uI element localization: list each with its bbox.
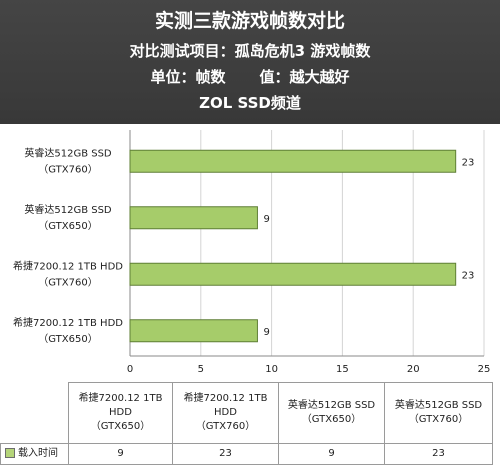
col-header-line: 希捷7200.12 1TB: [78, 393, 163, 404]
table-header-row: 希捷7200.12 1TB HDD （GTX650） 希捷7200.12 1TB…: [0, 382, 493, 444]
category-label: （GTX760）: [38, 163, 97, 175]
col-header-line: 希捷7200.12 1TB: [183, 393, 268, 404]
chart-subtitle: 对比测试项目：孤岛危机3 游戏帧数: [129, 42, 371, 60]
x-tick-label: 5: [198, 364, 204, 375]
table-cell: 9: [278, 443, 385, 465]
bar-value-label: 23: [462, 157, 475, 168]
category-label: （GTX650）: [38, 333, 97, 345]
table-cell: 9: [68, 443, 173, 465]
category-label: （GTX760）: [38, 276, 97, 288]
x-tick-label: 20: [407, 364, 420, 375]
legend-cell: 载入时间: [0, 443, 69, 465]
bar-value-label: 9: [263, 327, 269, 338]
table-col-header: 希捷7200.12 1TB HDD （GTX760）: [172, 382, 279, 444]
category-label: 英睿达512GB SSD: [24, 146, 112, 159]
x-tick-label: 10: [265, 364, 278, 375]
data-table: 希捷7200.12 1TB HDD （GTX650） 希捷7200.12 1TB…: [0, 382, 493, 465]
bar: [129, 206, 258, 230]
table-col-header: 英睿达512GB SSD （GTX650）: [278, 382, 385, 444]
col-header-line: 英睿达512GB SSD: [287, 400, 376, 411]
col-header-line: （GTX650）: [301, 414, 362, 425]
bar-value-label: 9: [263, 214, 269, 225]
x-tick-label: 0: [127, 364, 133, 375]
category-label: 希捷7200.12 1TB HDD: [13, 316, 123, 329]
table-cell: 23: [384, 443, 493, 465]
col-header-line: （GTX760）: [195, 421, 256, 432]
col-header-line: 英睿达512GB SSD: [394, 400, 483, 411]
chart-title: 实测三款游戏帧数对比: [154, 10, 345, 32]
plot-panel: 0 5 10 15 20 25 23 英睿达512GB SSD （GTX760） 9 英睿达512G…: [0, 124, 500, 382]
x-tick-label: 25: [478, 364, 491, 375]
bar-value-label: 23: [462, 270, 475, 281]
table-col-header: 英睿达512GB SSD （GTX760）: [384, 382, 493, 444]
col-header-line: HDD: [214, 407, 237, 418]
data-table-panel: 希捷7200.12 1TB HDD （GTX650） 希捷7200.12 1TB…: [0, 382, 500, 468]
bar: [129, 149, 457, 173]
unit-label: 单位：帧数: [150, 68, 226, 86]
value-label: 值：越大越好: [259, 68, 350, 86]
bar-chart: 0 5 10 15 20 25 23 英睿达512GB SSD （GTX760） 9 英睿达512G…: [13, 130, 491, 375]
channel-label: ZOL SSD频道: [199, 94, 301, 112]
table-row: 载入时间 9 23 9 23: [0, 443, 493, 465]
category-label: （GTX650）: [38, 220, 97, 232]
legend-swatch: [5, 448, 15, 458]
category-label: 希捷7200.12 1TB HDD: [13, 259, 123, 272]
table-cell: 23: [172, 443, 279, 465]
table-col-header: 希捷7200.12 1TB HDD （GTX650）: [68, 382, 173, 444]
unit-line: 单位：帧数 值：越大越好: [0, 66, 500, 87]
table-corner: [0, 382, 69, 444]
col-header-line: （GTX760）: [408, 414, 469, 425]
bar: [129, 319, 258, 343]
col-header-line: （GTX650）: [90, 421, 151, 432]
x-tick-label: 15: [336, 364, 349, 375]
legend-label: 载入时间: [18, 448, 58, 459]
col-header-line: HDD: [109, 407, 132, 418]
bar: [129, 262, 457, 286]
category-label: 英睿达512GB SSD: [24, 203, 112, 216]
